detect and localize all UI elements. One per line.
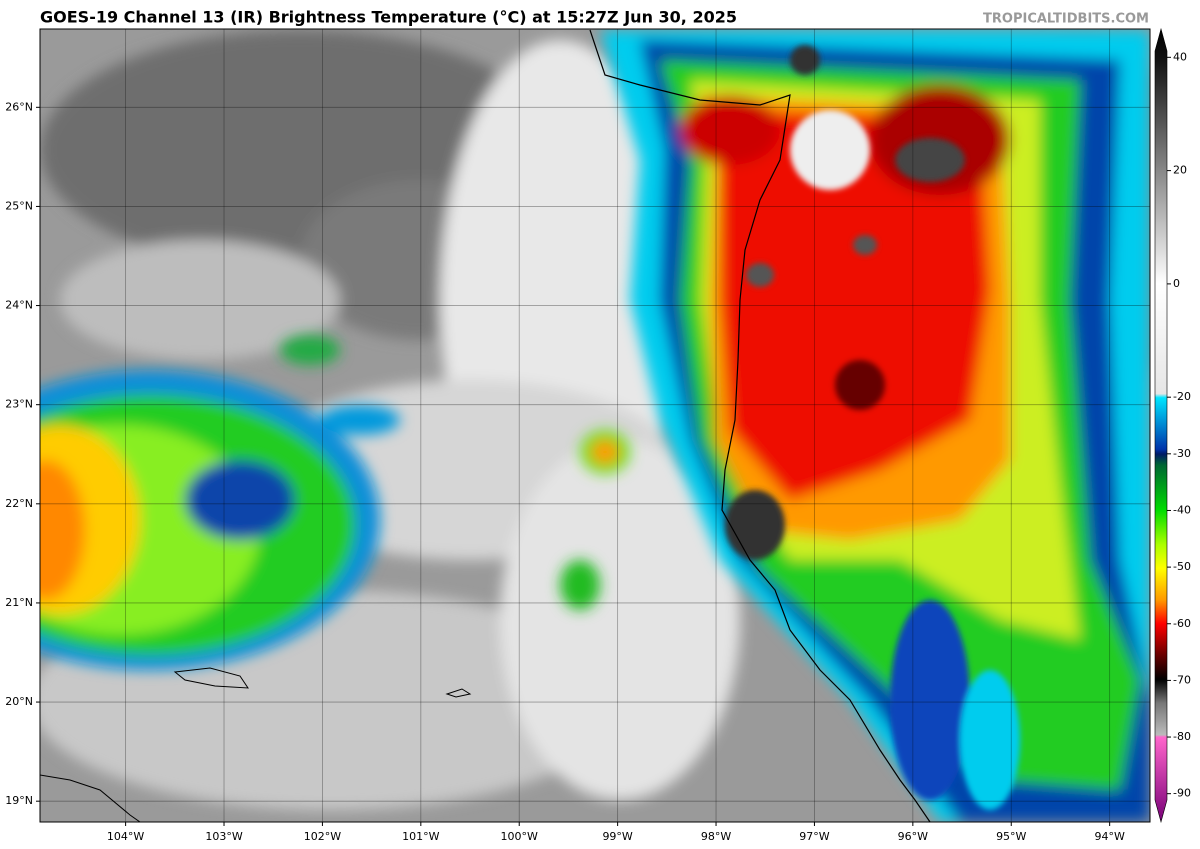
imagery (40, 29, 1150, 822)
colorbar-label: -50 (1173, 560, 1191, 573)
title: GOES-19 Channel 13 (IR) Brightness Tempe… (40, 8, 737, 27)
x-tick-label: 98°W (701, 830, 731, 843)
y-tick-label: 26°N (5, 100, 33, 113)
x-tick-label: 99°W (602, 830, 632, 843)
x-tick-label: 101°W (402, 830, 439, 843)
colorbar-label: -60 (1173, 617, 1191, 630)
colorbar-label: 40 (1173, 50, 1187, 63)
colorbar-label: -70 (1173, 673, 1191, 686)
x-tick-label: 102°W (304, 830, 341, 843)
colorbar-label: -90 (1173, 787, 1191, 800)
y-tick-label: 24°N (5, 299, 33, 312)
y-tick-label: 25°N (5, 199, 33, 212)
x-tick-label: 104°W (107, 830, 144, 843)
colorbar-label: 20 (1173, 164, 1187, 177)
colorbar-body (1154, 27, 1168, 824)
x-tick-label: 103°W (205, 830, 242, 843)
x-tick-label: 94°W (1094, 830, 1124, 843)
y-tick-label: 23°N (5, 398, 33, 411)
colorbar-label: -80 (1173, 730, 1191, 743)
y-tick-label: 22°N (5, 497, 33, 510)
x-tick-label: 97°W (799, 830, 829, 843)
y-tick-label: 19°N (5, 794, 33, 807)
colorbar-label: -20 (1173, 390, 1191, 403)
y-tick-label: 21°N (5, 596, 33, 609)
graticule (40, 29, 1150, 822)
x-tick-label: 95°W (996, 830, 1026, 843)
colorbar-label: -40 (1173, 503, 1191, 516)
x-tick-label: 100°W (501, 830, 538, 843)
colorbar-label: -30 (1173, 447, 1191, 460)
map-frame (39, 28, 1151, 823)
colorbar: 40 20 0 -20 -30 -40 -50 -60 -70 -80 -90 (1154, 27, 1191, 824)
colorbar-label: 0 (1173, 277, 1180, 290)
credit: TROPICALTIDBITS.COM (983, 12, 1149, 27)
x-tick-label: 96°W (898, 830, 928, 843)
y-tick-label: 20°N (5, 695, 33, 708)
